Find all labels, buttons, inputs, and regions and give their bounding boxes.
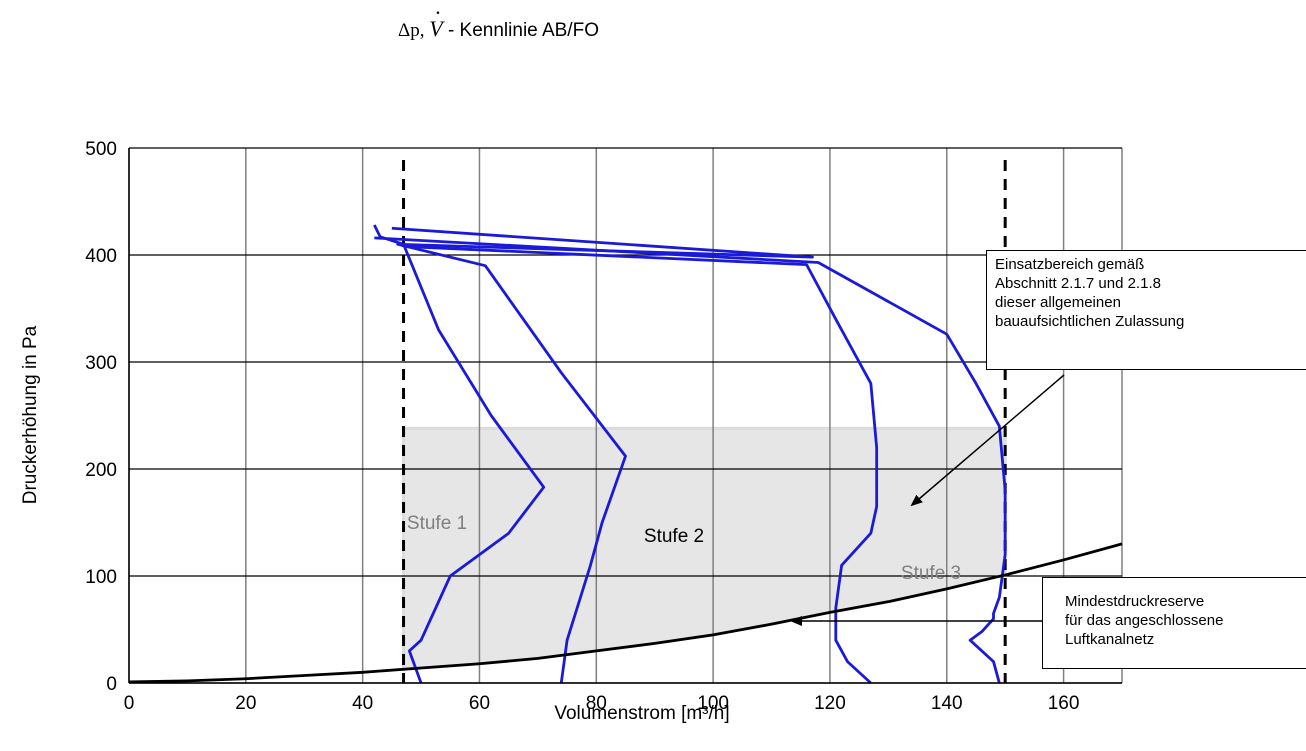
x-axis-label: Volumenstrom [m³/h]	[554, 703, 729, 724]
einsatzbereich-line-3: dieser allgemeinen	[995, 294, 1121, 311]
einsatzbereich-region	[402, 426, 1007, 671]
einsatzbereich-box: Einsatzbereich gemäß Abschnitt 2.1.7 und…	[986, 250, 1306, 370]
x-tick-label-100: 100	[697, 693, 729, 714]
y-tick-label-0: 0	[106, 674, 117, 695]
title-prefix: Δp,	[398, 20, 430, 41]
series-line-3	[403, 245, 879, 685]
mindestdruck-line-3: Luftkanalnetz	[1065, 631, 1155, 648]
x-tick-label-60: 60	[469, 693, 490, 714]
series-line-2	[391, 226, 814, 684]
y-tick-label-100: 100	[85, 567, 117, 588]
title-suffix: - Kennlinie AB/FO	[442, 20, 599, 41]
x-tick-label-120: 120	[814, 693, 846, 714]
x-tick-label-20: 20	[235, 693, 256, 714]
einsatzbereich-line-2: Abschnitt 2.1.7 und 2.1.8	[995, 275, 1161, 292]
stufe-2-label: Stufe 2	[644, 526, 704, 547]
x-tick-label-40: 40	[352, 693, 373, 714]
chart-title: Δp, V - Kennlinie AB/FO	[398, 16, 599, 42]
einsatzbereich-line-1: Einsatzbereich gemäß	[995, 256, 1145, 273]
einsatzbereich-line-4: bauaufsichtlichen Zulassung	[995, 313, 1185, 330]
mindestdruck-line-2: für das angeschlossene	[1065, 612, 1224, 629]
x-tick-label-160: 160	[1048, 693, 1080, 714]
mindestdruck-line-1: Mindestdruckreserve	[1065, 593, 1205, 610]
series-line-5	[128, 542, 1123, 684]
y-tick-label-300: 300	[85, 353, 117, 374]
x-tick-label-0: 0	[124, 693, 135, 714]
y-tick-label-500: 500	[85, 139, 117, 160]
x-tick-label-80: 80	[586, 693, 607, 714]
mindestdruck-box: Mindestdruckreserve für das angeschlosse…	[1042, 577, 1306, 669]
x-tick-label-140: 140	[931, 693, 963, 714]
stufe-1-label: Stufe 1	[407, 513, 467, 534]
einsatzbereich-arrow	[910, 374, 1065, 507]
title-symbol: V	[429, 16, 442, 41]
stufe-3-label: Stufe 3	[901, 563, 961, 584]
y-tick-label-200: 200	[85, 460, 117, 481]
y-axis-label: Druckerhöhung in Pa	[20, 325, 41, 504]
y-tick-label-400: 400	[85, 246, 117, 267]
